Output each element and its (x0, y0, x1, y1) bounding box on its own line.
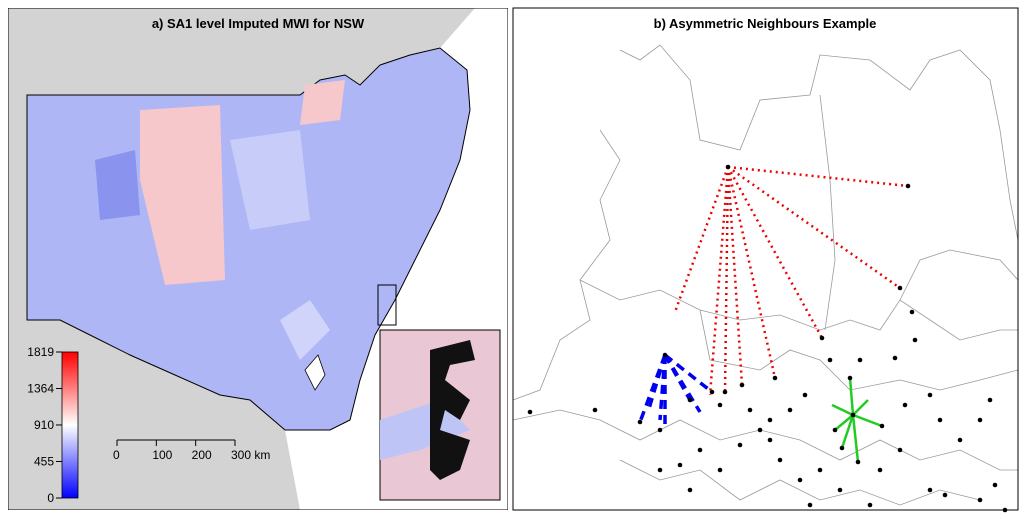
colorbar: 0 455 910 1364 1819 (27, 345, 79, 505)
panel-a-map (8, 8, 508, 510)
colorbar-ramp (61, 351, 79, 499)
colorbar-tick-label: 0 (47, 491, 54, 505)
neighbour-link (831, 403, 854, 417)
neighbour-link (673, 166, 730, 313)
neighbour-link (658, 354, 667, 421)
colorbar-tick-label: 1364 (27, 382, 54, 396)
neighbour-link (840, 414, 855, 449)
neighbour-link (726, 166, 777, 379)
neighbour-link (834, 414, 854, 431)
neighbour-link (638, 354, 667, 423)
panel-title: b) Asymmetric Neighbours Example (654, 16, 877, 31)
neighbour-link (646, 354, 667, 413)
colorbar-tick-label: 910 (34, 418, 54, 432)
neighbour-link (663, 353, 714, 394)
neighbour-link (727, 165, 909, 188)
neighbour-link (708, 166, 730, 396)
scale-bar-label: 200 (192, 448, 212, 462)
colorbar-tick-label: 455 (34, 454, 54, 468)
neighbour-link (726, 166, 824, 339)
colorbar-tick-label: 1819 (27, 345, 54, 359)
neighbour-link (852, 399, 869, 416)
panel-title: a) SA1 level Imputed MWI for NSW (152, 16, 365, 31)
neighbour-link (663, 354, 702, 413)
neighbour-link (851, 414, 860, 463)
neighbour-link (848, 377, 855, 416)
scale-bar-label: 300 km (231, 448, 270, 462)
neighbour-link (727, 165, 901, 290)
neighbour-link (726, 166, 744, 386)
panel-b-map (512, 7, 1019, 513)
scale-bar: 0 100 200 300 km (113, 439, 270, 462)
scale-bar-label: 0 (113, 448, 120, 462)
neighbour-link (723, 166, 730, 393)
scale-bar-label: 100 (152, 448, 172, 462)
neighbour-link (852, 413, 883, 428)
